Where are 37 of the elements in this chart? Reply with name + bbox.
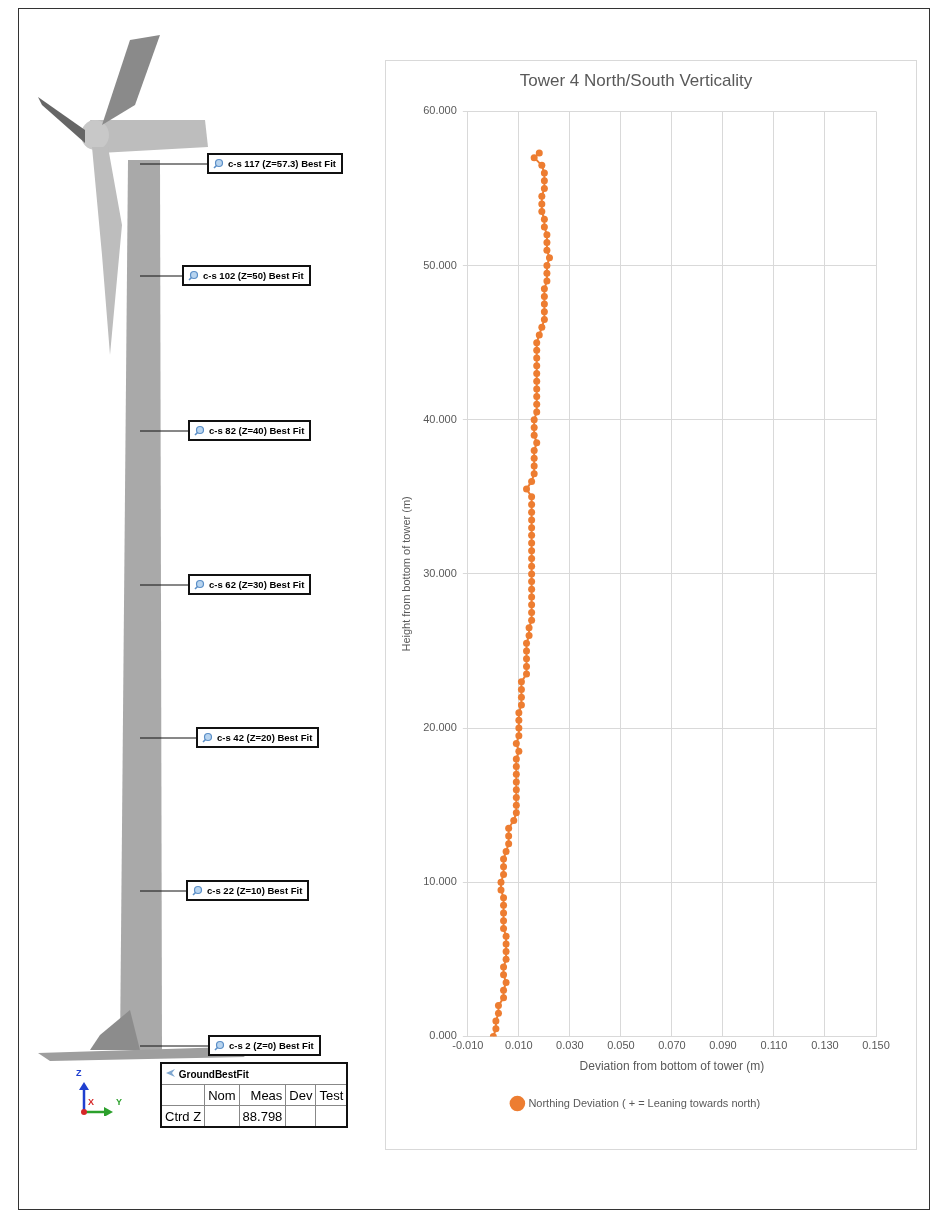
x-tick-label: 0.010 [505,1039,533,1052]
y-tick-label: 40.000 [423,412,457,425]
text: Meas [239,1084,286,1106]
y-tick-label: 10.000 [423,875,457,888]
x-tick-label: 0.070 [658,1039,686,1052]
text: Y [116,1097,123,1107]
x-tick-label: 0.030 [556,1039,584,1052]
text: Z [76,1068,82,1078]
text: Test [315,1084,348,1106]
text: c-s 82 (Z=40) Best Fit [209,425,305,436]
text: 88.798 [239,1105,286,1127]
text: c-s 2 (Z=0) Best Fit [229,1040,314,1051]
text: Dev [285,1084,316,1106]
y-tick-label: 50.000 [423,258,457,271]
x-tick-label: 0.090 [709,1039,737,1052]
y-axis-title: Height from bottom of tower (m) [399,496,412,652]
text: Nom [204,1084,240,1106]
text: X [88,1097,95,1107]
y-tick-label: 20.000 [423,721,457,734]
x-tick-label: -0.010 [452,1039,484,1052]
text: GroundBestFit [177,1069,249,1080]
x-tick-label: 0.150 [862,1039,890,1052]
legend-label: Northing Deviation ( + = Leaning towards north) [528,1096,761,1109]
y-tick-label: 0.000 [429,1029,457,1042]
text: c-s 102 (Z=50) Best Fit [203,270,304,281]
x-tick-label: 0.050 [607,1039,635,1052]
text: c-s 22 (Z=10) Best Fit [207,885,303,896]
x-axis-title: Deviation from bottom of tower (m) [579,1059,765,1074]
text: c-s 42 (Z=20) Best Fit [217,732,313,743]
chart-title: Tower 4 North/South Verticality [519,70,753,90]
x-tick-label: 0.130 [811,1039,839,1052]
text: c-s 62 (Z=30) Best Fit [209,579,305,590]
y-tick-label: 30.000 [423,566,457,579]
text: Ctrd Z [161,1105,205,1127]
text: c-s 117 (Z=57.3) Best Fit [228,158,336,169]
x-tick-label: 0.110 [760,1039,788,1052]
y-tick-label: 60.000 [423,104,457,117]
